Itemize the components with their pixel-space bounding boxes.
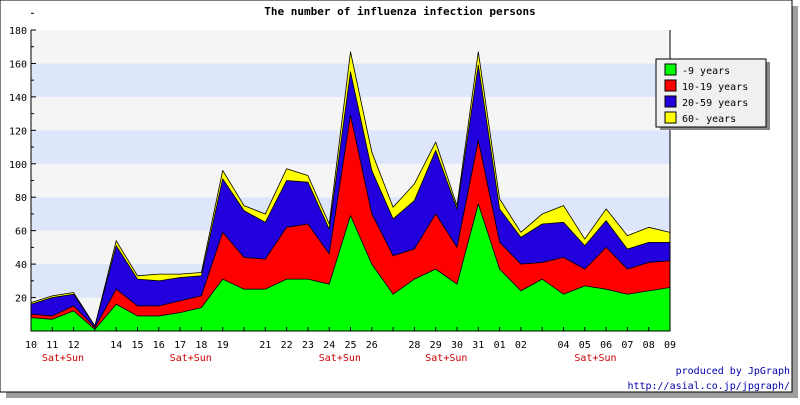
- y-tick-label: 80: [15, 193, 27, 204]
- x-tick-label: 17: [174, 340, 186, 351]
- x-tick-label: 05: [579, 340, 591, 351]
- weekend-label: Sat+Sun: [170, 353, 212, 364]
- x-tick-label: 06: [600, 340, 612, 351]
- plot-axes: 20 40 60 80 100 120 140 160 180: [9, 12, 671, 332]
- x-tick-label: 14: [110, 340, 122, 351]
- legend-label: 10-19 years: [682, 82, 748, 93]
- x-tick-label: 04: [557, 340, 569, 351]
- chart-title: The number of influenza infection person…: [264, 5, 536, 18]
- y-tick-label: 60: [15, 227, 27, 238]
- x-tick-label: 16: [153, 340, 165, 351]
- x-tick-label: 07: [621, 340, 633, 351]
- legend-items: -9 years 10-19 years 20-59 years 60- years: [664, 63, 748, 125]
- credit-line-2: http://asial.co.jp/jpgraph/: [627, 381, 790, 392]
- weekend-label: Sat+Sun: [42, 353, 84, 364]
- x-tick-label: 15: [131, 340, 143, 351]
- x-tick-label: 24: [323, 340, 335, 351]
- x-tick-label: 21: [259, 340, 271, 351]
- x-tick-label: 30: [451, 340, 463, 351]
- x-tick-label: 28: [408, 340, 420, 351]
- legend-swatch: [664, 95, 677, 108]
- y-tick-label: 140: [9, 93, 27, 104]
- x-tick-label: 01: [494, 340, 506, 351]
- y-tick-label: 100: [9, 160, 27, 171]
- y-tick-label: 160: [9, 59, 27, 70]
- x-tick-label: 09: [664, 340, 676, 351]
- legend-swatch: [664, 111, 677, 124]
- legend: -9 years 10-19 years 20-59 years 60- years: [655, 58, 770, 130]
- x-tick-label: 22: [281, 340, 293, 351]
- x-tick-label: 29: [430, 340, 442, 351]
- y-tick-label: 20: [15, 294, 27, 305]
- legend-label: 20-59 years: [682, 98, 748, 109]
- y-tick-label: 180: [9, 26, 27, 37]
- x-tick-label: 02: [515, 340, 527, 351]
- x-tick-label: 23: [302, 340, 314, 351]
- weekend-labels: Sat+Sun Sat+Sun Sat+Sun Sat+Sun Sat+Sun: [42, 353, 617, 364]
- x-tick-label: 12: [68, 340, 80, 351]
- x-tick-label: 18: [195, 340, 207, 351]
- legend-label: 60- years: [682, 114, 736, 125]
- legend-swatch: [664, 63, 677, 76]
- legend-swatch: [664, 79, 677, 92]
- x-tick-label: 11: [46, 340, 58, 351]
- credit-line-1: produced by JpGraph: [676, 366, 790, 377]
- weekend-label: Sat+Sun: [574, 353, 616, 364]
- x-tick-label: 26: [366, 340, 378, 351]
- y-tick-label: 40: [15, 260, 27, 271]
- x-tick-label: 19: [217, 340, 229, 351]
- series-area-9-years: [30, 203, 671, 332]
- x-tick-label: 31: [472, 340, 484, 351]
- weekend-label: Sat+Sun: [319, 353, 361, 364]
- legend-label: -9 years: [682, 66, 730, 77]
- x-tick-label: 25: [344, 340, 356, 351]
- plot-series: [30, 51, 671, 332]
- x-tick-labels: 10 11 12 14 15 16 17 18 19 21 22 23 24 25 26 28 29 30 31 01…: [25, 340, 676, 351]
- y-tick-label: 120: [9, 126, 27, 137]
- x-tick-label: 10: [25, 340, 37, 351]
- x-tick-label: 08: [643, 340, 655, 351]
- weekend-label: Sat+Sun: [425, 353, 467, 364]
